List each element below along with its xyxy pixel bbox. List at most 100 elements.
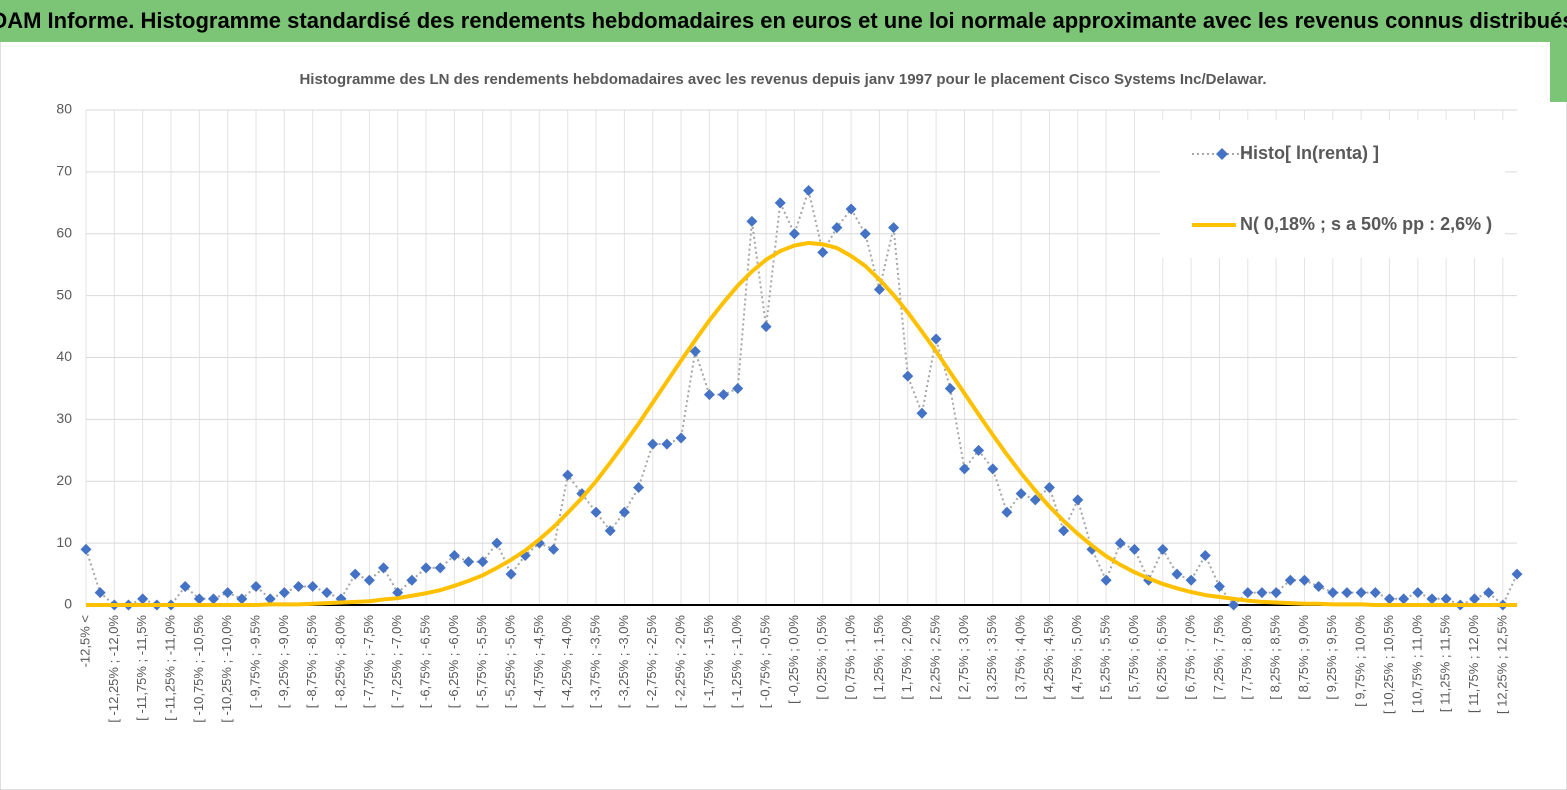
x-tick-label: [ -10,25% ; -10,0% bbox=[219, 615, 234, 723]
x-tick-label: [ 1,75% ; 2,0% bbox=[899, 615, 914, 700]
data-point bbox=[1029, 494, 1041, 506]
data-point bbox=[179, 580, 191, 592]
x-tick-label: [ -3,75% ; -3,5% bbox=[587, 615, 602, 709]
data-point bbox=[491, 537, 503, 549]
data-point bbox=[817, 246, 829, 258]
x-tick-label: [ -9,75% ; -9,5% bbox=[247, 615, 262, 709]
x-tick-label: [ 11,75% ; 12,0% bbox=[1466, 615, 1481, 713]
data-point bbox=[250, 580, 262, 592]
x-tick-label: [ -3,25% ; -3,0% bbox=[616, 615, 631, 709]
x-tick-label: [ 10,25% ; 10,5% bbox=[1381, 615, 1396, 714]
data-point bbox=[930, 333, 942, 345]
data-point bbox=[1341, 587, 1353, 599]
y-tick-label: 10 bbox=[56, 534, 72, 550]
x-tick-label: [ -10,75% ; -10,5% bbox=[191, 615, 206, 723]
x-tick-label: [ -1,25% ; -1,0% bbox=[729, 615, 744, 709]
data-point bbox=[80, 543, 92, 555]
x-tick-label: [ 6,75% ; 7,0% bbox=[1183, 615, 1198, 700]
data-point bbox=[661, 438, 673, 450]
data-point bbox=[1043, 481, 1055, 493]
data-point bbox=[349, 568, 361, 580]
data-point bbox=[718, 389, 730, 401]
data-point bbox=[1298, 574, 1310, 586]
x-tick-label: [ 8,25% ; 8,5% bbox=[1268, 615, 1283, 700]
data-point bbox=[916, 407, 928, 419]
data-point bbox=[293, 580, 305, 592]
data-point bbox=[703, 389, 715, 401]
x-tick-label: [ -0,75% ; -0,5% bbox=[758, 615, 773, 709]
x-tick-label: [ 5,75% ; 6,0% bbox=[1126, 615, 1141, 700]
x-tick-label: [ -9,25% ; -9,0% bbox=[276, 615, 291, 709]
data-point bbox=[420, 562, 432, 574]
data-point bbox=[1058, 525, 1070, 537]
y-tick-label: 40 bbox=[56, 348, 72, 364]
x-tick-label: [ -1,75% ; -1,5% bbox=[701, 615, 716, 709]
data-point bbox=[1327, 587, 1339, 599]
data-point bbox=[208, 593, 220, 605]
header-bar bbox=[0, 0, 1567, 42]
data-point bbox=[1412, 587, 1424, 599]
x-tick-label: [ -2,25% ; -2,0% bbox=[673, 615, 688, 709]
data-point bbox=[732, 382, 744, 394]
data-point bbox=[1213, 580, 1225, 592]
y-tick-label: 70 bbox=[56, 163, 72, 179]
data-point bbox=[944, 382, 956, 394]
data-point bbox=[222, 587, 234, 599]
x-tick-label: [ -7,25% ; -7,0% bbox=[389, 615, 404, 709]
x-tick-label: [ 0,25% ; 0,5% bbox=[814, 615, 829, 700]
x-tick-label: [ -4,75% ; -4,5% bbox=[531, 615, 546, 709]
data-point bbox=[406, 574, 418, 586]
chart-title: Histogramme des LN des rendements hebdom… bbox=[299, 71, 1266, 88]
data-point bbox=[788, 228, 800, 240]
data-point bbox=[973, 444, 985, 456]
x-tick-label: -12,5% < bbox=[77, 615, 92, 667]
data-point bbox=[1483, 587, 1495, 599]
legend-swatch-marker bbox=[1216, 148, 1228, 160]
data-point bbox=[1015, 488, 1027, 500]
header-title: ADAM Informe. Histogramme standardisé de… bbox=[0, 8, 1567, 33]
data-point bbox=[392, 587, 404, 599]
data-point bbox=[94, 587, 106, 599]
x-tick-label: [ 7,75% ; 8,0% bbox=[1239, 615, 1254, 700]
y-tick-label: 30 bbox=[56, 410, 72, 426]
data-point bbox=[873, 283, 885, 295]
data-point bbox=[746, 215, 758, 227]
data-point bbox=[1440, 593, 1452, 605]
data-point bbox=[1468, 593, 1480, 605]
y-tick-label: 60 bbox=[56, 224, 72, 240]
x-tick-label: [ -2,75% ; -2,5% bbox=[644, 615, 659, 709]
x-tick-label: [ -5,75% ; -5,5% bbox=[474, 615, 489, 709]
data-point bbox=[505, 568, 517, 580]
data-point bbox=[888, 222, 900, 234]
x-tick-label: [ 4,25% ; 4,5% bbox=[1041, 615, 1056, 700]
data-point bbox=[278, 587, 290, 599]
data-point bbox=[1128, 543, 1140, 555]
x-tick-label: [ 11,25% ; 11,5% bbox=[1438, 615, 1453, 713]
data-point bbox=[321, 587, 333, 599]
data-point bbox=[1001, 506, 1013, 518]
data-point bbox=[548, 543, 560, 555]
side-bar bbox=[1550, 42, 1567, 102]
data-point bbox=[1426, 593, 1438, 605]
legend-label: N( 0,18% ; s a 50% pp : 2,6% ) bbox=[1240, 214, 1492, 234]
data-point bbox=[1228, 599, 1240, 611]
data-point bbox=[760, 321, 772, 333]
x-tick-label: [ 1,25% ; 1,5% bbox=[871, 615, 886, 700]
data-point bbox=[1157, 543, 1169, 555]
x-tick-label: [ 9,75% ; 10,0% bbox=[1353, 615, 1368, 707]
data-point bbox=[1270, 587, 1282, 599]
data-point bbox=[477, 556, 489, 568]
x-tick-label: [ 2,75% ; 3,0% bbox=[956, 615, 971, 700]
x-tick-label: [ 10,75% ; 11,0% bbox=[1409, 615, 1424, 713]
x-tick-label: [ 7,25% ; 7,5% bbox=[1211, 615, 1226, 700]
data-point bbox=[590, 506, 602, 518]
data-point bbox=[264, 593, 276, 605]
data-point bbox=[618, 506, 630, 518]
x-tick-label: [ -5,25% ; -5,0% bbox=[502, 615, 517, 709]
data-point bbox=[1114, 537, 1126, 549]
y-tick-label: 20 bbox=[56, 472, 72, 488]
data-point bbox=[1256, 587, 1268, 599]
x-tick-label: [ 3,75% ; 4,0% bbox=[1013, 615, 1028, 700]
